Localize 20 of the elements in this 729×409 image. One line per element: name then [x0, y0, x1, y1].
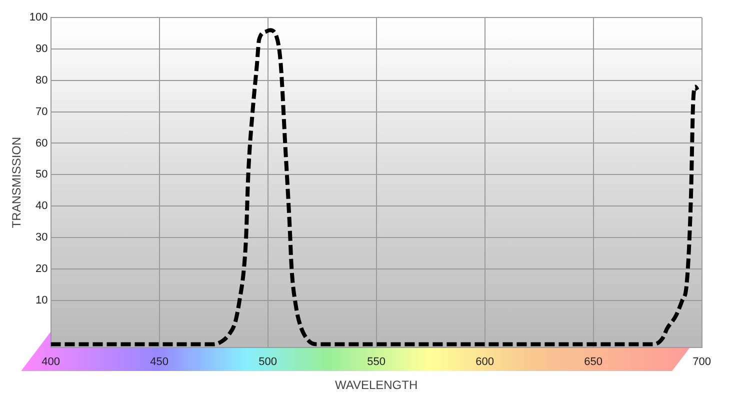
y-tick-label: 70: [36, 106, 48, 118]
x-tick-label: 650: [584, 356, 602, 368]
x-tick-label: 500: [258, 356, 277, 368]
y-tick-label: 100: [29, 12, 48, 24]
y-tick-label: 80: [36, 74, 48, 86]
y-tick-label: 20: [36, 262, 48, 275]
x-tick-label: 700: [692, 356, 712, 368]
x-axis-title: WAVELENGTH: [334, 378, 418, 392]
y-tick-label: 30: [36, 232, 48, 244]
x-tick-label: 400: [42, 356, 60, 368]
y-axis-title: TRANSMISSION: [10, 136, 24, 228]
x-tick-label: 450: [150, 356, 168, 368]
line-series: [50, 28, 700, 346]
y-tick-label: 60: [36, 137, 48, 150]
y-tick-label: 10: [36, 294, 48, 306]
y-tick-label: 50: [36, 168, 48, 181]
x-tick-label: 550: [367, 356, 386, 368]
y-tick-label: 90: [36, 43, 48, 56]
y-tick-label: 40: [36, 200, 48, 212]
x-tick-label: 600: [476, 356, 494, 368]
